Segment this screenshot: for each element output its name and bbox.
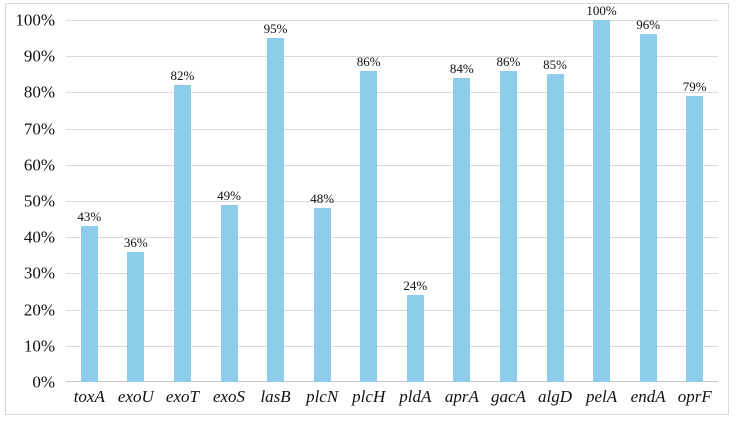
gridline [66, 345, 718, 347]
bar-aprA [453, 77, 471, 382]
x-tick-label: exoS [212, 387, 246, 406]
bar-value-label: 85% [543, 57, 567, 73]
gridline [66, 201, 718, 202]
x-tick-label: exoU [117, 387, 154, 406]
bar-value-label: 95% [263, 21, 288, 37]
bar-value-label: 84% [449, 60, 474, 76]
x-axis: toxA exoU exoT exoS lasB plcN plcH pldA aprA gacA… [66, 386, 718, 412]
y-tick-label: 40% [23, 227, 55, 247]
bar-value-label: 49% [217, 187, 241, 203]
x-tick-label: endA [630, 387, 666, 406]
x-tick-label: pelA [585, 387, 618, 406]
bar-value-label: 86% [356, 53, 381, 69]
y-tick-label: 50% [23, 191, 55, 211]
y-tick-label: 100% [15, 10, 55, 30]
x-tick-label: lasB [260, 387, 291, 406]
bar-algD [546, 74, 564, 382]
bar-value-label: 96% [636, 17, 661, 33]
y-tick-label: 60% [23, 155, 55, 175]
gridline [66, 164, 718, 166]
bar-plcH [360, 70, 378, 382]
x-tick-label: oprF [677, 387, 712, 406]
bar-exoU [127, 251, 145, 382]
bar-value-label: 86% [496, 53, 521, 69]
gridline [66, 309, 718, 311]
bar-pelA [593, 20, 611, 382]
bar-lasB [267, 38, 285, 382]
bar-value-label: 79% [682, 79, 707, 95]
gridline [66, 237, 718, 239]
chart-frame: 0% 10% 20% 30% 40% 50% 60% 70% 80% 90% 100% 43% 36%… [5, 3, 729, 415]
bar-value-label: 48% [310, 191, 335, 207]
bar-exoT [173, 85, 191, 382]
y-tick-label: 10% [23, 336, 55, 356]
y-tick-label: 0% [32, 372, 55, 392]
bar-oprF [686, 96, 704, 382]
bar-gacA [499, 70, 517, 382]
x-tick-label: plcH [352, 387, 386, 406]
x-tick-label: exoT [165, 387, 199, 406]
y-tick-label: 80% [23, 82, 55, 102]
y-tick-label: 70% [23, 119, 55, 139]
bar-value-label: 100% [586, 3, 617, 18]
y-tick-label: 30% [23, 263, 55, 283]
x-tick-label: gacA [490, 387, 526, 406]
bar-value-label: 82% [170, 68, 195, 84]
y-axis: 0% 10% 20% 30% 40% 50% 60% 70% 80% 90% 100% [6, 12, 66, 391]
bar-endA [639, 34, 657, 382]
x-tick-label: aprA [444, 387, 479, 406]
x-tick-label: pldA [399, 387, 432, 406]
bar-value-label: 24% [403, 278, 428, 294]
gridline [66, 92, 718, 94]
y-tick-label: 20% [23, 300, 55, 320]
y-tick-label: 90% [23, 46, 55, 66]
x-axis-line [66, 381, 718, 382]
bar-value-label: 36% [123, 234, 148, 250]
gridline [66, 128, 718, 130]
x-tick-label: toxA [73, 387, 105, 406]
gridline [66, 56, 718, 58]
bar-pldA [406, 295, 424, 382]
bar-plcN [313, 208, 331, 382]
bar-toxA [80, 226, 98, 382]
bar-exoS [220, 204, 238, 382]
gridline [66, 20, 718, 21]
bar-value-label: 43% [77, 209, 102, 225]
plot-area: 43% 36% 82% 49% 95% 48% 86% 24% 84% 86% 85% 100% 96%… [66, 4, 718, 382]
x-tick-label: algD [538, 387, 572, 406]
gridline [66, 273, 718, 275]
x-tick-label: plcN [306, 387, 339, 406]
